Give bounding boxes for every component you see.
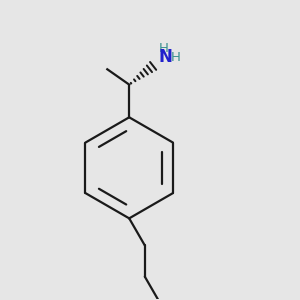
Text: H: H [171, 51, 181, 64]
Text: H: H [159, 42, 169, 55]
Text: N: N [158, 48, 172, 66]
